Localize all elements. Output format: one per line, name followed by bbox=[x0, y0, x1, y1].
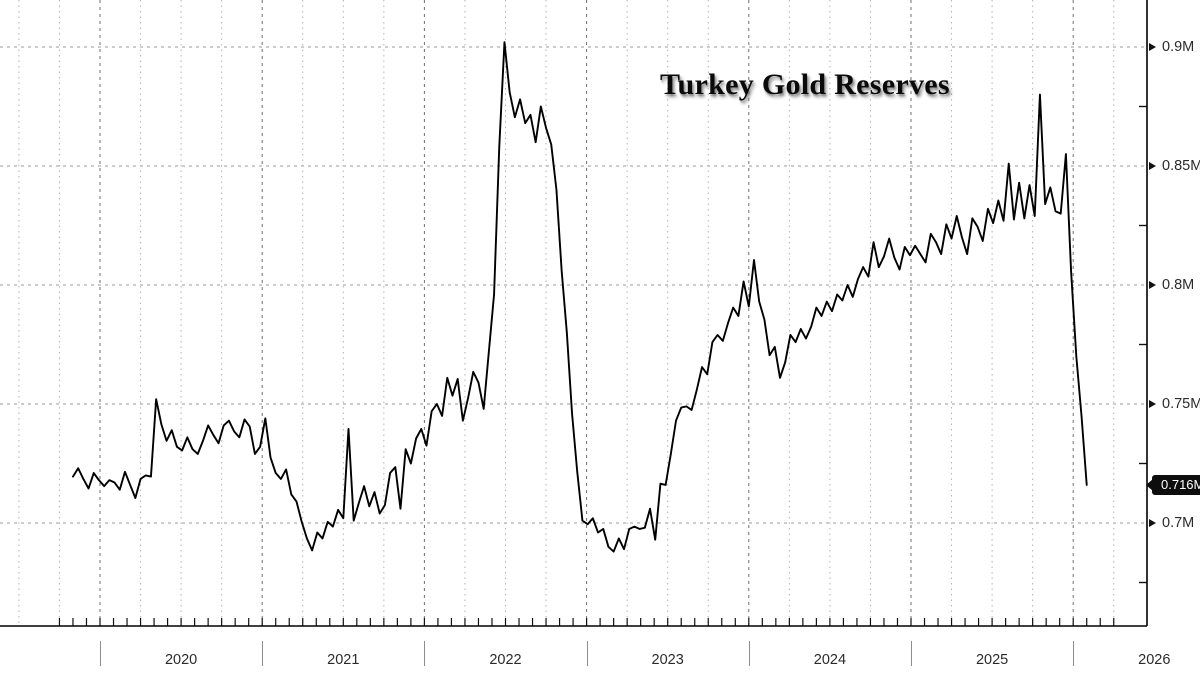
x-tick-label: 2025 bbox=[975, 652, 1009, 668]
x-tick-label: 2020 bbox=[164, 652, 198, 668]
y-tick-arrow-4 bbox=[1149, 519, 1156, 527]
series-line-turkey-gold-reserves bbox=[72, 41, 1088, 553]
last-value-badge: 0.716M bbox=[1152, 474, 1200, 495]
horizontal-gridlines bbox=[0, 46, 1147, 524]
chart-svg bbox=[0, 0, 1148, 627]
x-tick-label: 2022 bbox=[489, 652, 522, 668]
y-tick-label: 0.9M bbox=[1162, 39, 1195, 55]
y-tick-arrow-1 bbox=[1149, 162, 1156, 170]
x-year-separator bbox=[1073, 641, 1075, 666]
x-year-separator bbox=[100, 641, 101, 666]
plot-area bbox=[0, 0, 1148, 627]
x-year-separator bbox=[586, 641, 588, 666]
x-year-separator bbox=[748, 641, 750, 666]
x-year-separator bbox=[911, 641, 912, 666]
y-tick-arrow-3 bbox=[1149, 400, 1156, 408]
x-year-separator bbox=[262, 641, 264, 666]
x-tick-label: 2023 bbox=[651, 652, 684, 668]
y-tick-label: 0.85M bbox=[1162, 158, 1200, 174]
x-tick-label: 2024 bbox=[813, 652, 847, 668]
chart-title: Turkey Gold Reserves bbox=[660, 68, 950, 101]
y-tick-label: 0.75M bbox=[1162, 396, 1200, 412]
x-year-separator bbox=[424, 641, 426, 666]
axis-minor-ticks bbox=[58, 105, 1147, 626]
x-tick-label: 2026 bbox=[1138, 652, 1171, 668]
y-tick-arrow-0 bbox=[1149, 43, 1156, 51]
y-tick-label: 0.7M bbox=[1162, 515, 1195, 531]
x-tick-label: 2021 bbox=[327, 652, 360, 668]
y-tick-label: 0.8M bbox=[1162, 277, 1195, 293]
y-tick-arrow-2 bbox=[1149, 281, 1156, 289]
